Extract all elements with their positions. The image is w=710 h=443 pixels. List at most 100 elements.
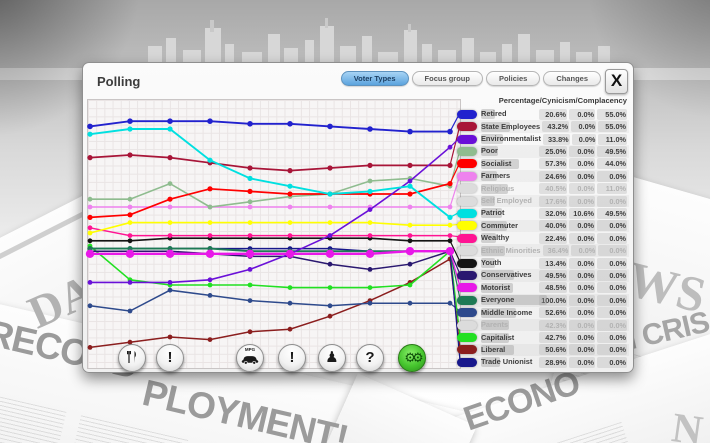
legend-value: 22.4% — [539, 232, 567, 244]
data-point — [127, 308, 133, 314]
legend-label: State Employees — [481, 121, 541, 132]
legend-row-socialist[interactable]: Socialist 57.3% 0.0% 44.0% — [457, 158, 629, 170]
legend-value: 0.0% — [569, 183, 595, 195]
data-point — [207, 337, 213, 342]
data-point — [167, 334, 173, 340]
legend-row-capitalist[interactable]: Capitalist 42.7% 0.0% 0.0% — [457, 331, 629, 344]
data-point — [365, 249, 375, 258]
series-line-state-employees — [89, 154, 450, 172]
legend-swatch — [457, 295, 477, 305]
data-point — [407, 300, 413, 306]
tab-bar: Voter Types Focus group Policies Changes — [340, 71, 601, 86]
legend-value: 43.2% — [542, 121, 570, 133]
data-point — [245, 249, 255, 258]
window-title: Polling — [97, 74, 141, 89]
legend-value: 0.0% — [569, 158, 595, 170]
legend-value: 0.0% — [597, 294, 627, 306]
legend-row-farmers[interactable]: Farmers 24.6% 0.0% 0.0% — [457, 170, 629, 182]
data-point — [327, 165, 333, 171]
legend-row-youth[interactable]: Youth 13.4% 0.0% 0.0% — [457, 257, 629, 269]
legend-row-poor[interactable]: Poor 25.0% 0.0% 49.5% — [457, 145, 629, 157]
legend-row-middle-income[interactable]: Middle Income 52.6% 0.0% 0.0% — [457, 307, 629, 319]
data-point — [327, 261, 333, 267]
data-point — [287, 183, 293, 189]
car-mpg-icon[interactable]: MPG — [236, 344, 264, 372]
legend-value: 28.9% — [539, 356, 567, 368]
legend-value: 42.7% — [539, 332, 567, 344]
data-point — [87, 204, 93, 210]
legend-row-everyone[interactable]: Everyone 100.0% 0.0% 0.0% — [457, 294, 629, 306]
exclamation-icon[interactable]: ! — [156, 344, 184, 372]
legend-swatch — [457, 283, 477, 293]
legend-value: 49.5% — [597, 207, 627, 219]
legend-row-ethnic-minorities[interactable]: Ethnic Minorities 36.4% 0.0% 0.0% — [457, 244, 629, 257]
legend-swatch — [457, 171, 477, 181]
data-point — [327, 303, 333, 309]
legend-label: Ethnic Minorities — [481, 245, 541, 256]
legend-row-retired[interactable]: Retired 20.6% 0.0% 55.0% — [457, 108, 629, 120]
legend-value: 0.0% — [597, 344, 627, 356]
legend-row-environmentalist[interactable]: Environmentalist 33.8% 0.0% 11.0% — [457, 133, 629, 145]
data-point — [207, 157, 213, 163]
tab-focus-group[interactable]: Focus group — [411, 71, 483, 86]
data-point — [167, 204, 173, 210]
data-point — [167, 233, 173, 239]
legend-connector — [449, 124, 461, 166]
legend-swatch — [457, 109, 477, 119]
data-point — [407, 282, 413, 288]
legend-swatch — [457, 184, 477, 194]
legend-row-conservatives[interactable]: Conservatives 49.5% 0.0% 0.0% — [457, 269, 629, 281]
exclamation-icon[interactable]: ! — [278, 344, 306, 372]
close-button[interactable]: X — [605, 69, 628, 94]
legend-label: Wealthy — [481, 233, 510, 244]
data-point — [207, 204, 213, 210]
legend-row-patriot[interactable]: Patriot 32.0% 10.6% 49.5% — [457, 207, 629, 219]
legend-row-motorist[interactable]: Motorist 48.5% 0.0% 0.0% — [457, 282, 629, 294]
data-point — [367, 300, 373, 306]
tab-voter-types[interactable]: Voter Types — [340, 71, 409, 86]
pawn-icon[interactable]: ♟ — [318, 344, 346, 372]
data-point — [447, 162, 453, 168]
tab-changes[interactable]: Changes — [543, 71, 601, 86]
data-point — [367, 126, 373, 132]
legend-row-religious[interactable]: Religious 40.5% 0.0% 11.0% — [457, 182, 629, 195]
data-point — [87, 225, 93, 231]
tab-policies[interactable]: Policies — [485, 71, 541, 86]
data-point — [367, 285, 373, 290]
utensils-icon[interactable] — [118, 344, 146, 372]
legend-value: 40.5% — [539, 183, 567, 195]
legend-row-state-employees[interactable]: State Employees 43.2% 0.0% 55.0% — [457, 120, 629, 133]
legend-value: 57.3% — [539, 158, 567, 170]
question-icon[interactable]: ? — [356, 344, 384, 372]
data-point — [167, 118, 173, 124]
data-point — [87, 214, 93, 220]
gears-icon[interactable]: ⚙⚙ — [398, 344, 426, 372]
data-point — [447, 144, 453, 150]
data-point — [367, 188, 373, 194]
legend-label: Religious — [481, 183, 515, 194]
series-line-commuter — [89, 221, 450, 234]
legend-row-trade-unionist[interactable]: Trade Unionist 28.9% 0.0% 0.0% — [457, 356, 629, 368]
legend-value: 0.0% — [597, 356, 627, 368]
series-line-environmentalist — [90, 146, 451, 284]
legend-value: 0.0% — [569, 232, 595, 244]
legend-label: Commuter — [481, 220, 518, 231]
legend-row-parents[interactable]: Parents 42.3% 0.0% 0.0% — [457, 319, 629, 331]
data-point — [87, 303, 93, 309]
data-point — [287, 326, 293, 332]
data-point — [165, 249, 175, 258]
event-icon-row: ! MPG! ♟? ⚙⚙ — [83, 344, 459, 374]
legend-value: 0.0% — [597, 282, 627, 294]
legend-row-self-employed[interactable]: Self Employed 17.6% 0.0% 0.0% — [457, 195, 629, 207]
data-point — [127, 196, 133, 202]
legend-label: Everyone — [481, 295, 547, 306]
data-point — [407, 233, 413, 239]
data-point — [407, 204, 413, 210]
legend-value: 42.3% — [539, 319, 567, 331]
legend-row-liberal[interactable]: Liberal 50.6% 0.0% 0.0% — [457, 344, 629, 356]
legend-row-wealthy[interactable]: Wealthy 22.4% 0.0% 0.0% — [457, 232, 629, 244]
data-point — [287, 285, 293, 290]
legend-row-commuter[interactable]: Commuter 40.0% 0.0% 0.0% — [457, 220, 629, 232]
data-point — [247, 282, 253, 288]
